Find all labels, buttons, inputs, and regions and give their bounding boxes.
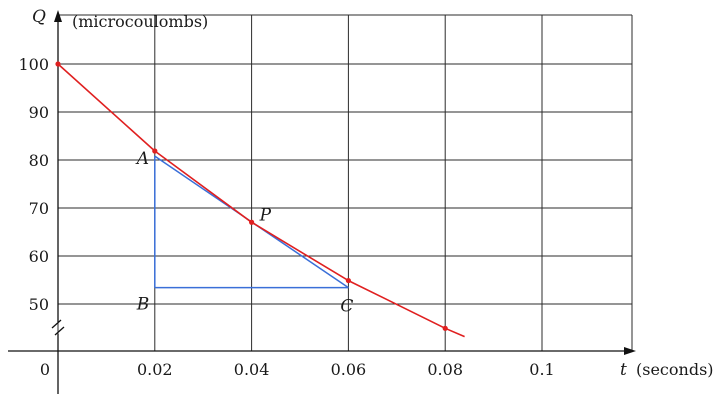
- data-point: [442, 325, 448, 331]
- data-point: [345, 277, 351, 284]
- point-labels: A B C P: [135, 149, 354, 317]
- grid: [57, 14, 633, 351]
- x-tick-label: 0.08: [427, 360, 463, 379]
- x-tick-label: 0.1: [529, 360, 554, 379]
- x-tick-label: 0.06: [331, 360, 367, 379]
- x-axis-variable: t: [620, 360, 627, 380]
- data-point: [55, 61, 61, 67]
- y-axis-break-icon: [51, 319, 65, 336]
- point-label-c: C: [340, 297, 353, 317]
- series: [55, 61, 465, 338]
- data-point: [152, 148, 158, 154]
- data-point: [249, 219, 255, 225]
- x-axis-unit-label: (seconds): [636, 360, 714, 379]
- axis-labels: Q (microcoulombs) t (seconds) 0: [32, 7, 714, 380]
- y-axis-variable: Q: [32, 7, 46, 27]
- y-tick-label: 70: [29, 199, 49, 218]
- decay-curve: [57, 63, 465, 338]
- y-tick-label: 60: [29, 247, 49, 266]
- axis-break-stroke: [51, 319, 62, 329]
- point-label-a: A: [135, 149, 149, 169]
- tick-labels: 50 60 70 80 90 100 0.02 0.04 0.06 0.08 0.1: [18, 55, 554, 379]
- axes: [8, 10, 636, 394]
- y-axis-unit-label: (microcoulombs): [72, 12, 208, 31]
- point-label-p: P: [259, 205, 272, 225]
- axis-break-stroke: [54, 326, 65, 336]
- y-tick-label: 100: [18, 55, 49, 74]
- origin-label: 0: [40, 360, 50, 379]
- x-tick-label: 0.04: [234, 360, 270, 379]
- point-label-b: B: [136, 295, 150, 315]
- x-axis-arrow-icon: [624, 347, 636, 355]
- y-tick-label: 90: [29, 103, 49, 122]
- x-tick-label: 0.02: [137, 360, 173, 379]
- y-tick-label: 50: [29, 295, 49, 314]
- y-tick-label: 80: [29, 151, 49, 170]
- y-axis-arrow-icon: [54, 10, 62, 22]
